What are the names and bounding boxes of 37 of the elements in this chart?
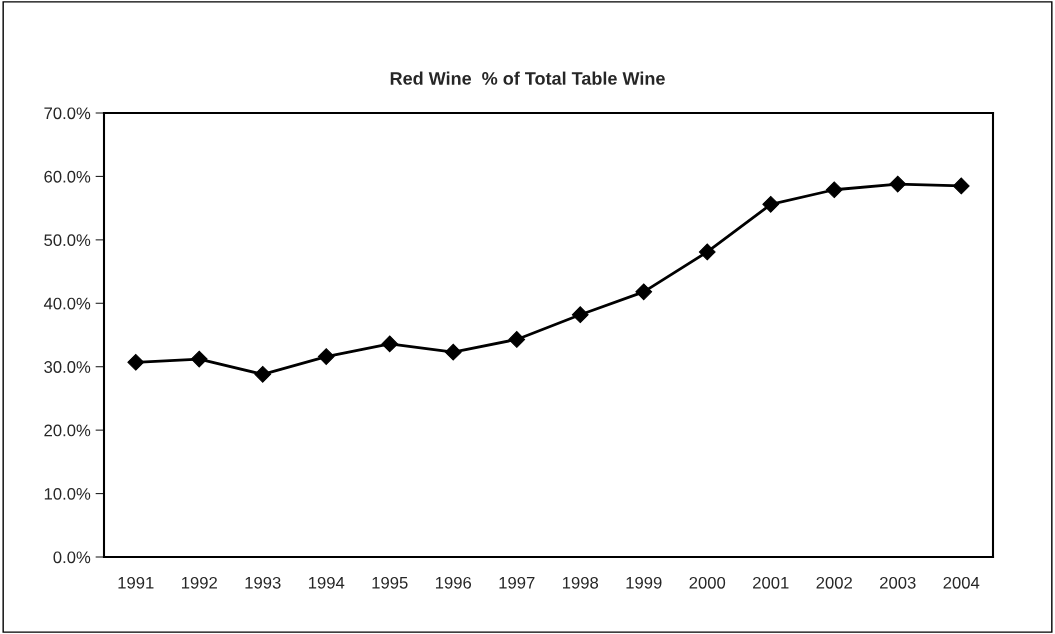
x-tick-label: 1994 (308, 576, 345, 589)
point (571, 306, 589, 324)
x-tick-label: 2002 (816, 576, 852, 589)
x-tick-label: 1998 (562, 576, 599, 589)
point (317, 348, 335, 365)
y-tick-label: 30.0% (44, 361, 91, 373)
x-tick-label: 2000 (689, 576, 726, 589)
y-tick-label: 20.0% (44, 424, 91, 437)
point (381, 335, 399, 353)
x-tick-label: 1991 (118, 576, 154, 589)
x-tick-label: 1996 (435, 576, 472, 589)
x-tick-label: 2001 (753, 576, 789, 589)
x-tick-label: 1997 (499, 576, 535, 589)
y-tick-label: 70.0% (44, 107, 91, 120)
x-tick-label: 2004 (943, 576, 980, 589)
y-tick-label: 10.0% (44, 487, 91, 500)
point (698, 243, 716, 261)
point (635, 283, 653, 301)
point (127, 353, 145, 371)
y-tick-label: 40.0% (43, 297, 91, 310)
x-tick-label: 1999 (626, 576, 662, 589)
x-tick-label: 1995 (372, 576, 408, 589)
point (508, 331, 526, 348)
point (254, 365, 272, 383)
point (889, 175, 907, 193)
y-tick-label: 50.0% (44, 234, 91, 247)
x-tick-label: 2003 (880, 576, 916, 589)
point (190, 350, 208, 368)
point (952, 177, 970, 195)
x-tick-label: 1992 (181, 576, 217, 589)
x-tick-label: 1993 (245, 576, 281, 589)
chart-title: Red Wine % of Total Table Wine (390, 71, 665, 85)
y-tick-label: 0.0% (53, 551, 91, 564)
y-tick-label: 60.0% (44, 170, 91, 183)
point (444, 343, 462, 361)
point (825, 181, 843, 199)
point (762, 195, 780, 213)
